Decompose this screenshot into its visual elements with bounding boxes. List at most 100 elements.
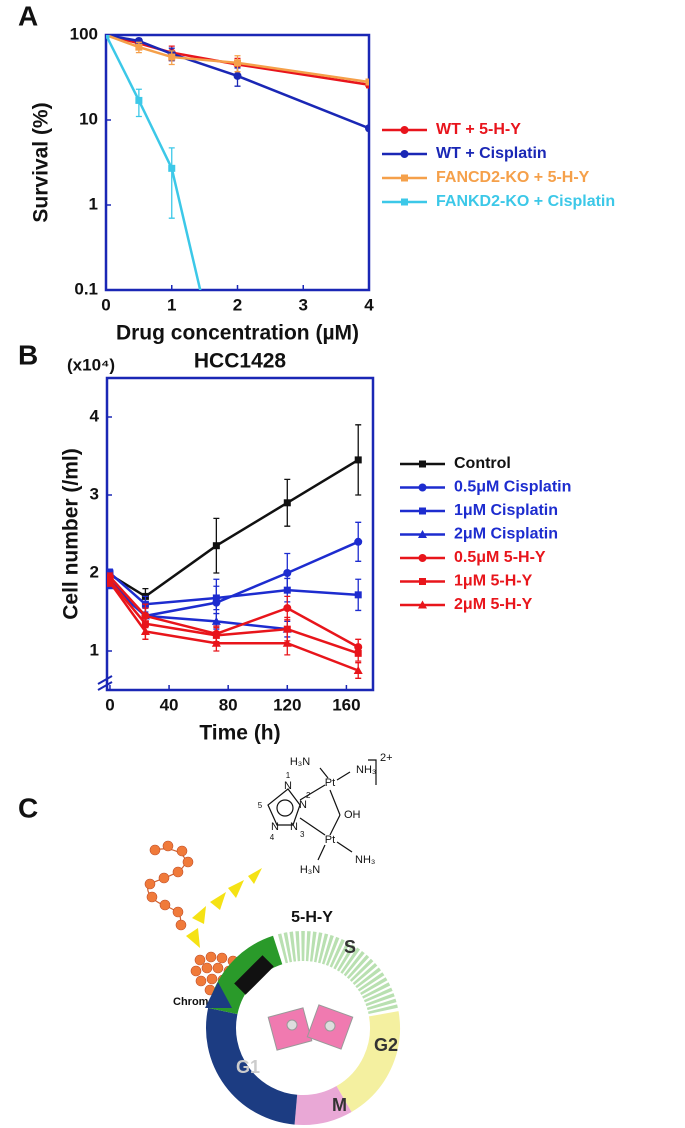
- marker: [234, 59, 241, 67]
- plot-area: [106, 35, 369, 312]
- block: [234, 955, 274, 995]
- chromatin-chain: [144, 840, 194, 931]
- error-bar: [168, 147, 175, 219]
- marker: [354, 649, 362, 657]
- axis-break: [97, 675, 113, 691]
- legend-marker: [400, 126, 409, 134]
- atom: N: [299, 799, 307, 811]
- panel-label: B: [18, 339, 38, 370]
- marker: [283, 625, 291, 633]
- x-axis-label: Drug concentration (µM): [116, 322, 359, 345]
- marker: [354, 456, 362, 464]
- legend-label: Control: [454, 455, 511, 472]
- bond: [336, 841, 353, 853]
- atom-number: 3: [300, 830, 305, 839]
- legend-marker: [418, 600, 427, 609]
- x-tick-label: 0: [101, 295, 110, 314]
- marker: [282, 638, 292, 647]
- charge: 2+: [380, 752, 393, 764]
- legend-label: 0.5μM 5-H-Y: [454, 549, 546, 566]
- marker: [211, 616, 221, 625]
- y-axis-label: Cell number (/ml): [60, 448, 83, 620]
- chart-title: HCC1428: [194, 350, 287, 373]
- marker: [201, 305, 208, 312]
- marker: [106, 35, 110, 39]
- phase-label: G1: [236, 1057, 260, 1077]
- marker: [212, 594, 220, 602]
- bond: [329, 814, 341, 836]
- phase-g2: [336, 1011, 400, 1112]
- x-tick-label: 80: [219, 695, 238, 714]
- ring-aromatic: [276, 799, 294, 817]
- marker: [353, 666, 363, 674]
- compound-name: 5-H-Y: [291, 909, 333, 926]
- atom: N: [271, 821, 279, 833]
- bond: [317, 844, 326, 861]
- y-axis-label: Survival (%): [30, 102, 53, 222]
- bracket: [368, 759, 377, 785]
- x-axis-label: Time (h): [199, 722, 280, 745]
- y-tick-label: 2: [90, 562, 99, 581]
- marker: [283, 604, 292, 613]
- y-tick-label: 1: [89, 194, 98, 213]
- marker: [212, 542, 220, 550]
- series-line: [106, 35, 202, 290]
- bond: [329, 789, 341, 816]
- marker: [283, 586, 291, 594]
- legend-label: WT + 5-H-Y: [436, 121, 521, 138]
- x-tick-label: 0: [105, 695, 114, 714]
- phase-label: G2: [374, 1035, 398, 1055]
- legend-label: 0.5μM Cisplatin: [454, 479, 571, 496]
- cycle-arrow: [205, 982, 232, 1008]
- x-tick-label: 2: [233, 295, 242, 314]
- legend-label: WT + Cisplatin: [436, 145, 547, 162]
- metal: Pt: [325, 777, 335, 789]
- bond: [319, 767, 329, 779]
- diagram: C H₃N NH₃ H₃N NH₃ 2+ Pt Pt OH N N N N 1 …: [18, 752, 400, 1125]
- x-tick-label: 1: [167, 295, 176, 314]
- phase-label: M: [332, 1095, 347, 1115]
- legend-label: FANKD2-KO + Cisplatin: [436, 193, 615, 210]
- phase-m: [294, 1085, 352, 1125]
- legend-label: 2μM Cisplatin: [454, 526, 558, 543]
- y-multiplier: (x10⁴): [67, 355, 115, 374]
- atom-number: 2: [306, 791, 311, 800]
- arrows: [186, 868, 262, 948]
- marker: [283, 569, 292, 577]
- marker: [134, 36, 143, 45]
- y-tick-label: 100: [70, 24, 98, 43]
- legend-marker: [419, 507, 426, 515]
- marker: [354, 591, 362, 599]
- marker: [283, 499, 291, 507]
- ring: [267, 788, 301, 826]
- metal: Pt: [325, 834, 335, 846]
- marker: [168, 164, 176, 172]
- legend-marker: [401, 198, 408, 206]
- y-tick-label: 4: [90, 406, 100, 425]
- panel-label: C: [18, 792, 38, 823]
- y-tick-label: 0.1: [74, 279, 98, 298]
- marker: [135, 43, 143, 51]
- marker: [365, 124, 369, 133]
- atom-number: 1: [286, 771, 291, 780]
- marker: [365, 78, 369, 86]
- phase-s: [277, 931, 398, 1015]
- x-tick-label: 120: [273, 695, 301, 714]
- ligand: NH₃: [356, 764, 376, 776]
- legend-label: 1μM Cisplatin: [454, 502, 558, 519]
- ligand: H₃N: [300, 864, 320, 876]
- marker: [233, 71, 242, 80]
- bond: [299, 784, 326, 801]
- series-line: [109, 458, 359, 598]
- marker: [107, 577, 115, 586]
- phase-g1: [206, 1007, 298, 1125]
- legend-marker: [418, 530, 427, 538]
- legend-label: 1μM 5-H-Y: [454, 573, 533, 590]
- legend-label: 2μM 5-H-Y: [454, 596, 533, 613]
- cells: [267, 1004, 354, 1051]
- atom-number: 5: [258, 801, 263, 810]
- plot-area: [107, 424, 363, 679]
- structure: [267, 759, 377, 861]
